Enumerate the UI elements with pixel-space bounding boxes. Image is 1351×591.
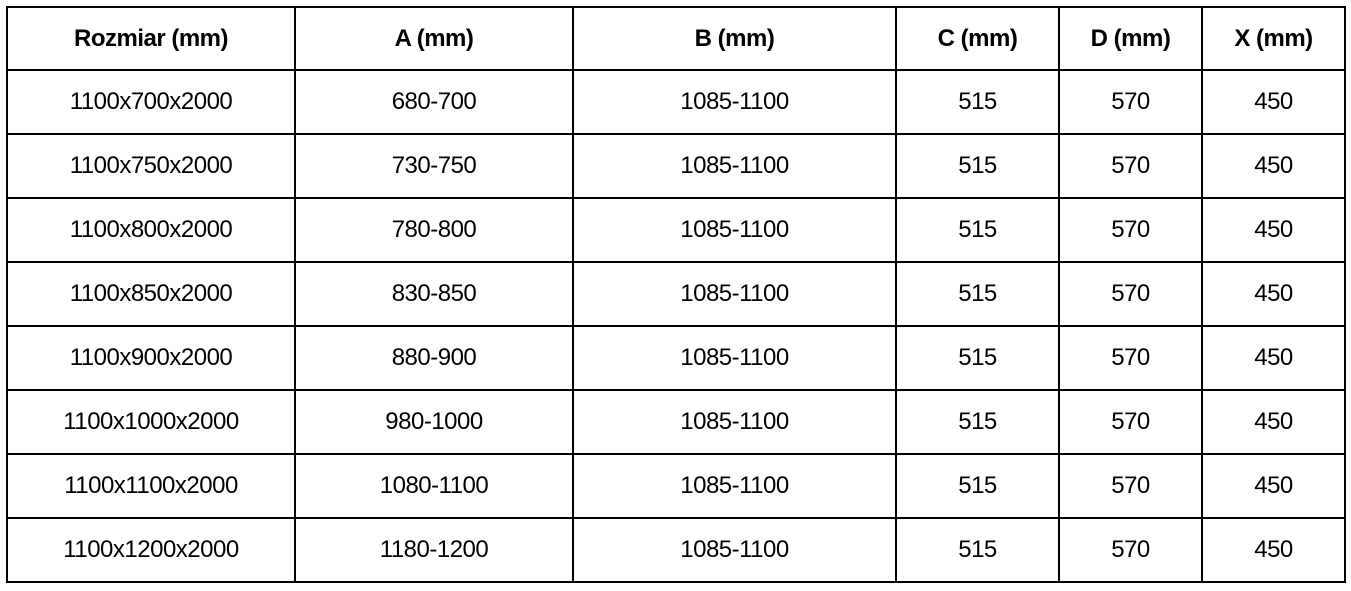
header-b: B (mm) <box>572 6 897 71</box>
cell-d: 570 <box>1058 517 1203 583</box>
cell-d: 570 <box>1058 325 1203 391</box>
cell-size: 1100x1200x2000 <box>6 517 296 583</box>
cell-b: 1085-1100 <box>572 517 897 583</box>
cell-c: 515 <box>895 261 1060 327</box>
cell-x: 450 <box>1201 389 1346 455</box>
cell-size: 1100x1000x2000 <box>6 389 296 455</box>
table-row: 1100x700x2000 680-700 1085-1100 515 570 450 <box>6 69 1346 135</box>
cell-d: 570 <box>1058 133 1203 199</box>
cell-b: 1085-1100 <box>572 389 897 455</box>
cell-size: 1100x850x2000 <box>6 261 296 327</box>
cell-x: 450 <box>1201 133 1346 199</box>
header-x: X (mm) <box>1201 6 1346 71</box>
cell-c: 515 <box>895 453 1060 519</box>
cell-b: 1085-1100 <box>572 325 897 391</box>
cell-size: 1100x800x2000 <box>6 197 296 263</box>
cell-a: 830-850 <box>294 261 574 327</box>
cell-a: 730-750 <box>294 133 574 199</box>
header-row: Rozmiar (mm) A (mm) B (mm) C (mm) D (mm) X (m… <box>6 6 1346 71</box>
cell-x: 450 <box>1201 325 1346 391</box>
header-c: C (mm) <box>895 6 1060 71</box>
header-size: Rozmiar (mm) <box>6 6 296 71</box>
cell-d: 570 <box>1058 389 1203 455</box>
cell-d: 570 <box>1058 261 1203 327</box>
cell-b: 1085-1100 <box>572 197 897 263</box>
cell-x: 450 <box>1201 197 1346 263</box>
cell-x: 450 <box>1201 517 1346 583</box>
cell-x: 450 <box>1201 261 1346 327</box>
header-a: A (mm) <box>294 6 574 71</box>
cell-d: 570 <box>1058 69 1203 135</box>
cell-a: 1080-1100 <box>294 453 574 519</box>
table-row: 1100x750x2000 730-750 1085-1100 515 570 450 <box>6 133 1346 199</box>
cell-size: 1100x1100x2000 <box>6 453 296 519</box>
cell-x: 450 <box>1201 69 1346 135</box>
cell-c: 515 <box>895 69 1060 135</box>
dimensions-table: Rozmiar (mm) A (mm) B (mm) C (mm) D (mm) X (m… <box>6 6 1346 583</box>
cell-c: 515 <box>895 133 1060 199</box>
cell-b: 1085-1100 <box>572 453 897 519</box>
cell-d: 570 <box>1058 453 1203 519</box>
cell-b: 1085-1100 <box>572 133 897 199</box>
cell-b: 1085-1100 <box>572 69 897 135</box>
cell-a: 680-700 <box>294 69 574 135</box>
cell-c: 515 <box>895 197 1060 263</box>
cell-b: 1085-1100 <box>572 261 897 327</box>
cell-c: 515 <box>895 517 1060 583</box>
cell-a: 780-800 <box>294 197 574 263</box>
cell-a: 1180-1200 <box>294 517 574 583</box>
table-row: 1100x850x2000 830-850 1085-1100 515 570 450 <box>6 261 1346 327</box>
header-d: D (mm) <box>1058 6 1203 71</box>
cell-d: 570 <box>1058 197 1203 263</box>
cell-size: 1100x700x2000 <box>6 69 296 135</box>
cell-a: 980-1000 <box>294 389 574 455</box>
table-row: 1100x1000x2000 980-1000 1085-1100 515 570 450 <box>6 389 1346 455</box>
table-row: 1100x1100x2000 1080-1100 1085-1100 515 570 45… <box>6 453 1346 519</box>
cell-c: 515 <box>895 325 1060 391</box>
cell-c: 515 <box>895 389 1060 455</box>
cell-size: 1100x750x2000 <box>6 133 296 199</box>
cell-size: 1100x900x2000 <box>6 325 296 391</box>
table-row: 1100x900x2000 880-900 1085-1100 515 570 450 <box>6 325 1346 391</box>
cell-x: 450 <box>1201 453 1346 519</box>
table-row: 1100x1200x2000 1180-1200 1085-1100 515 570 45… <box>6 517 1346 583</box>
table-row: 1100x800x2000 780-800 1085-1100 515 570 450 <box>6 197 1346 263</box>
cell-a: 880-900 <box>294 325 574 391</box>
